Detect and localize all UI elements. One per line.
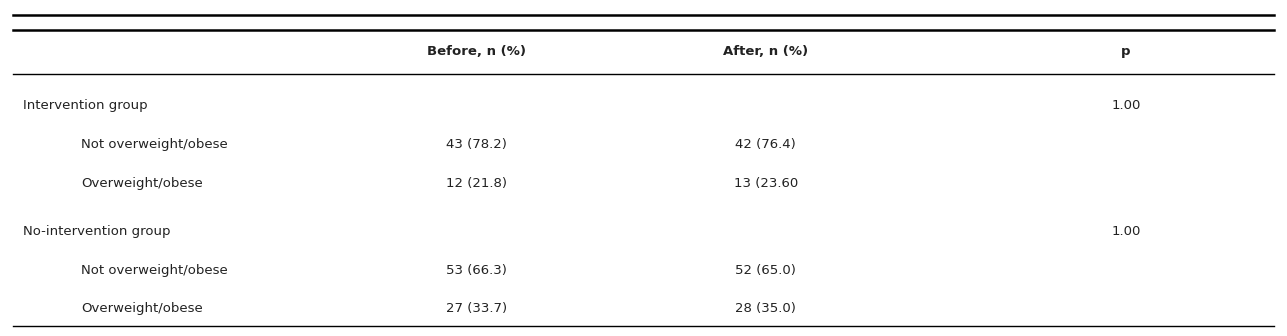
Text: After, n (%): After, n (%) bbox=[723, 45, 808, 57]
Text: Before, n (%): Before, n (%) bbox=[427, 45, 525, 57]
Text: 12 (21.8): 12 (21.8) bbox=[445, 177, 507, 190]
Text: Intervention group: Intervention group bbox=[23, 99, 148, 112]
Text: 42 (76.4): 42 (76.4) bbox=[735, 138, 797, 151]
Text: 43 (78.2): 43 (78.2) bbox=[445, 138, 507, 151]
Text: Not overweight/obese: Not overweight/obese bbox=[81, 264, 228, 277]
Text: 27 (33.7): 27 (33.7) bbox=[445, 302, 507, 315]
Text: 53 (66.3): 53 (66.3) bbox=[445, 264, 507, 277]
Text: No-intervention group: No-intervention group bbox=[23, 225, 171, 238]
Text: Overweight/obese: Overweight/obese bbox=[81, 302, 203, 315]
Text: 1.00: 1.00 bbox=[1112, 99, 1140, 112]
Text: 28 (35.0): 28 (35.0) bbox=[735, 302, 797, 315]
Text: Overweight/obese: Overweight/obese bbox=[81, 177, 203, 190]
Text: 13 (23.60: 13 (23.60 bbox=[734, 177, 798, 190]
Text: 52 (65.0): 52 (65.0) bbox=[735, 264, 797, 277]
Text: 1.00: 1.00 bbox=[1112, 225, 1140, 238]
Text: Not overweight/obese: Not overweight/obese bbox=[81, 138, 228, 151]
Text: p: p bbox=[1121, 45, 1131, 57]
